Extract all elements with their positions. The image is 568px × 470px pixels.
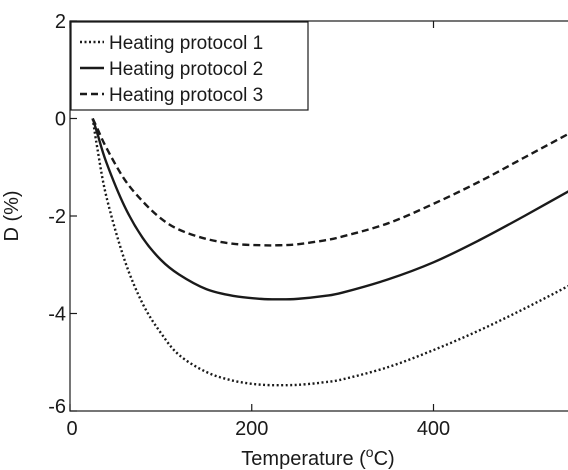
series-line-protocol-1 <box>91 118 568 387</box>
y-axis-ticks: -6 -4 -2 0 2 <box>48 11 77 418</box>
series-lines <box>91 117 568 387</box>
y-tick-label: -2 <box>48 206 66 228</box>
y-tick-label: -4 <box>48 304 66 326</box>
y-tick-label: -6 <box>48 396 66 418</box>
series-line-protocol-3 <box>91 117 568 247</box>
legend-label-protocol-3: Heating protocol 3 <box>109 85 263 106</box>
x-tick-label: 400 <box>417 418 450 440</box>
legend-label-protocol-1: Heating protocol 1 <box>109 33 263 54</box>
x-axis-label-superscript: o <box>366 444 374 460</box>
x-axis-label: Temperature (oC) <box>241 444 394 470</box>
legend: Heating protocol 1 Heating protocol 2 Heat… <box>70 21 309 111</box>
series-line-protocol-2 <box>91 118 568 301</box>
y-axis-label: D (%) <box>1 190 23 241</box>
y-tick-label: 2 <box>55 11 66 33</box>
legend-box <box>70 21 309 111</box>
x-tick-label: 0 <box>66 418 77 440</box>
x-tick-label: 200 <box>235 418 268 440</box>
legend-label-protocol-2: Heating protocol 2 <box>109 59 263 80</box>
x-axis-label-suffix: C) <box>374 448 395 470</box>
y-tick-label: 0 <box>55 109 66 131</box>
